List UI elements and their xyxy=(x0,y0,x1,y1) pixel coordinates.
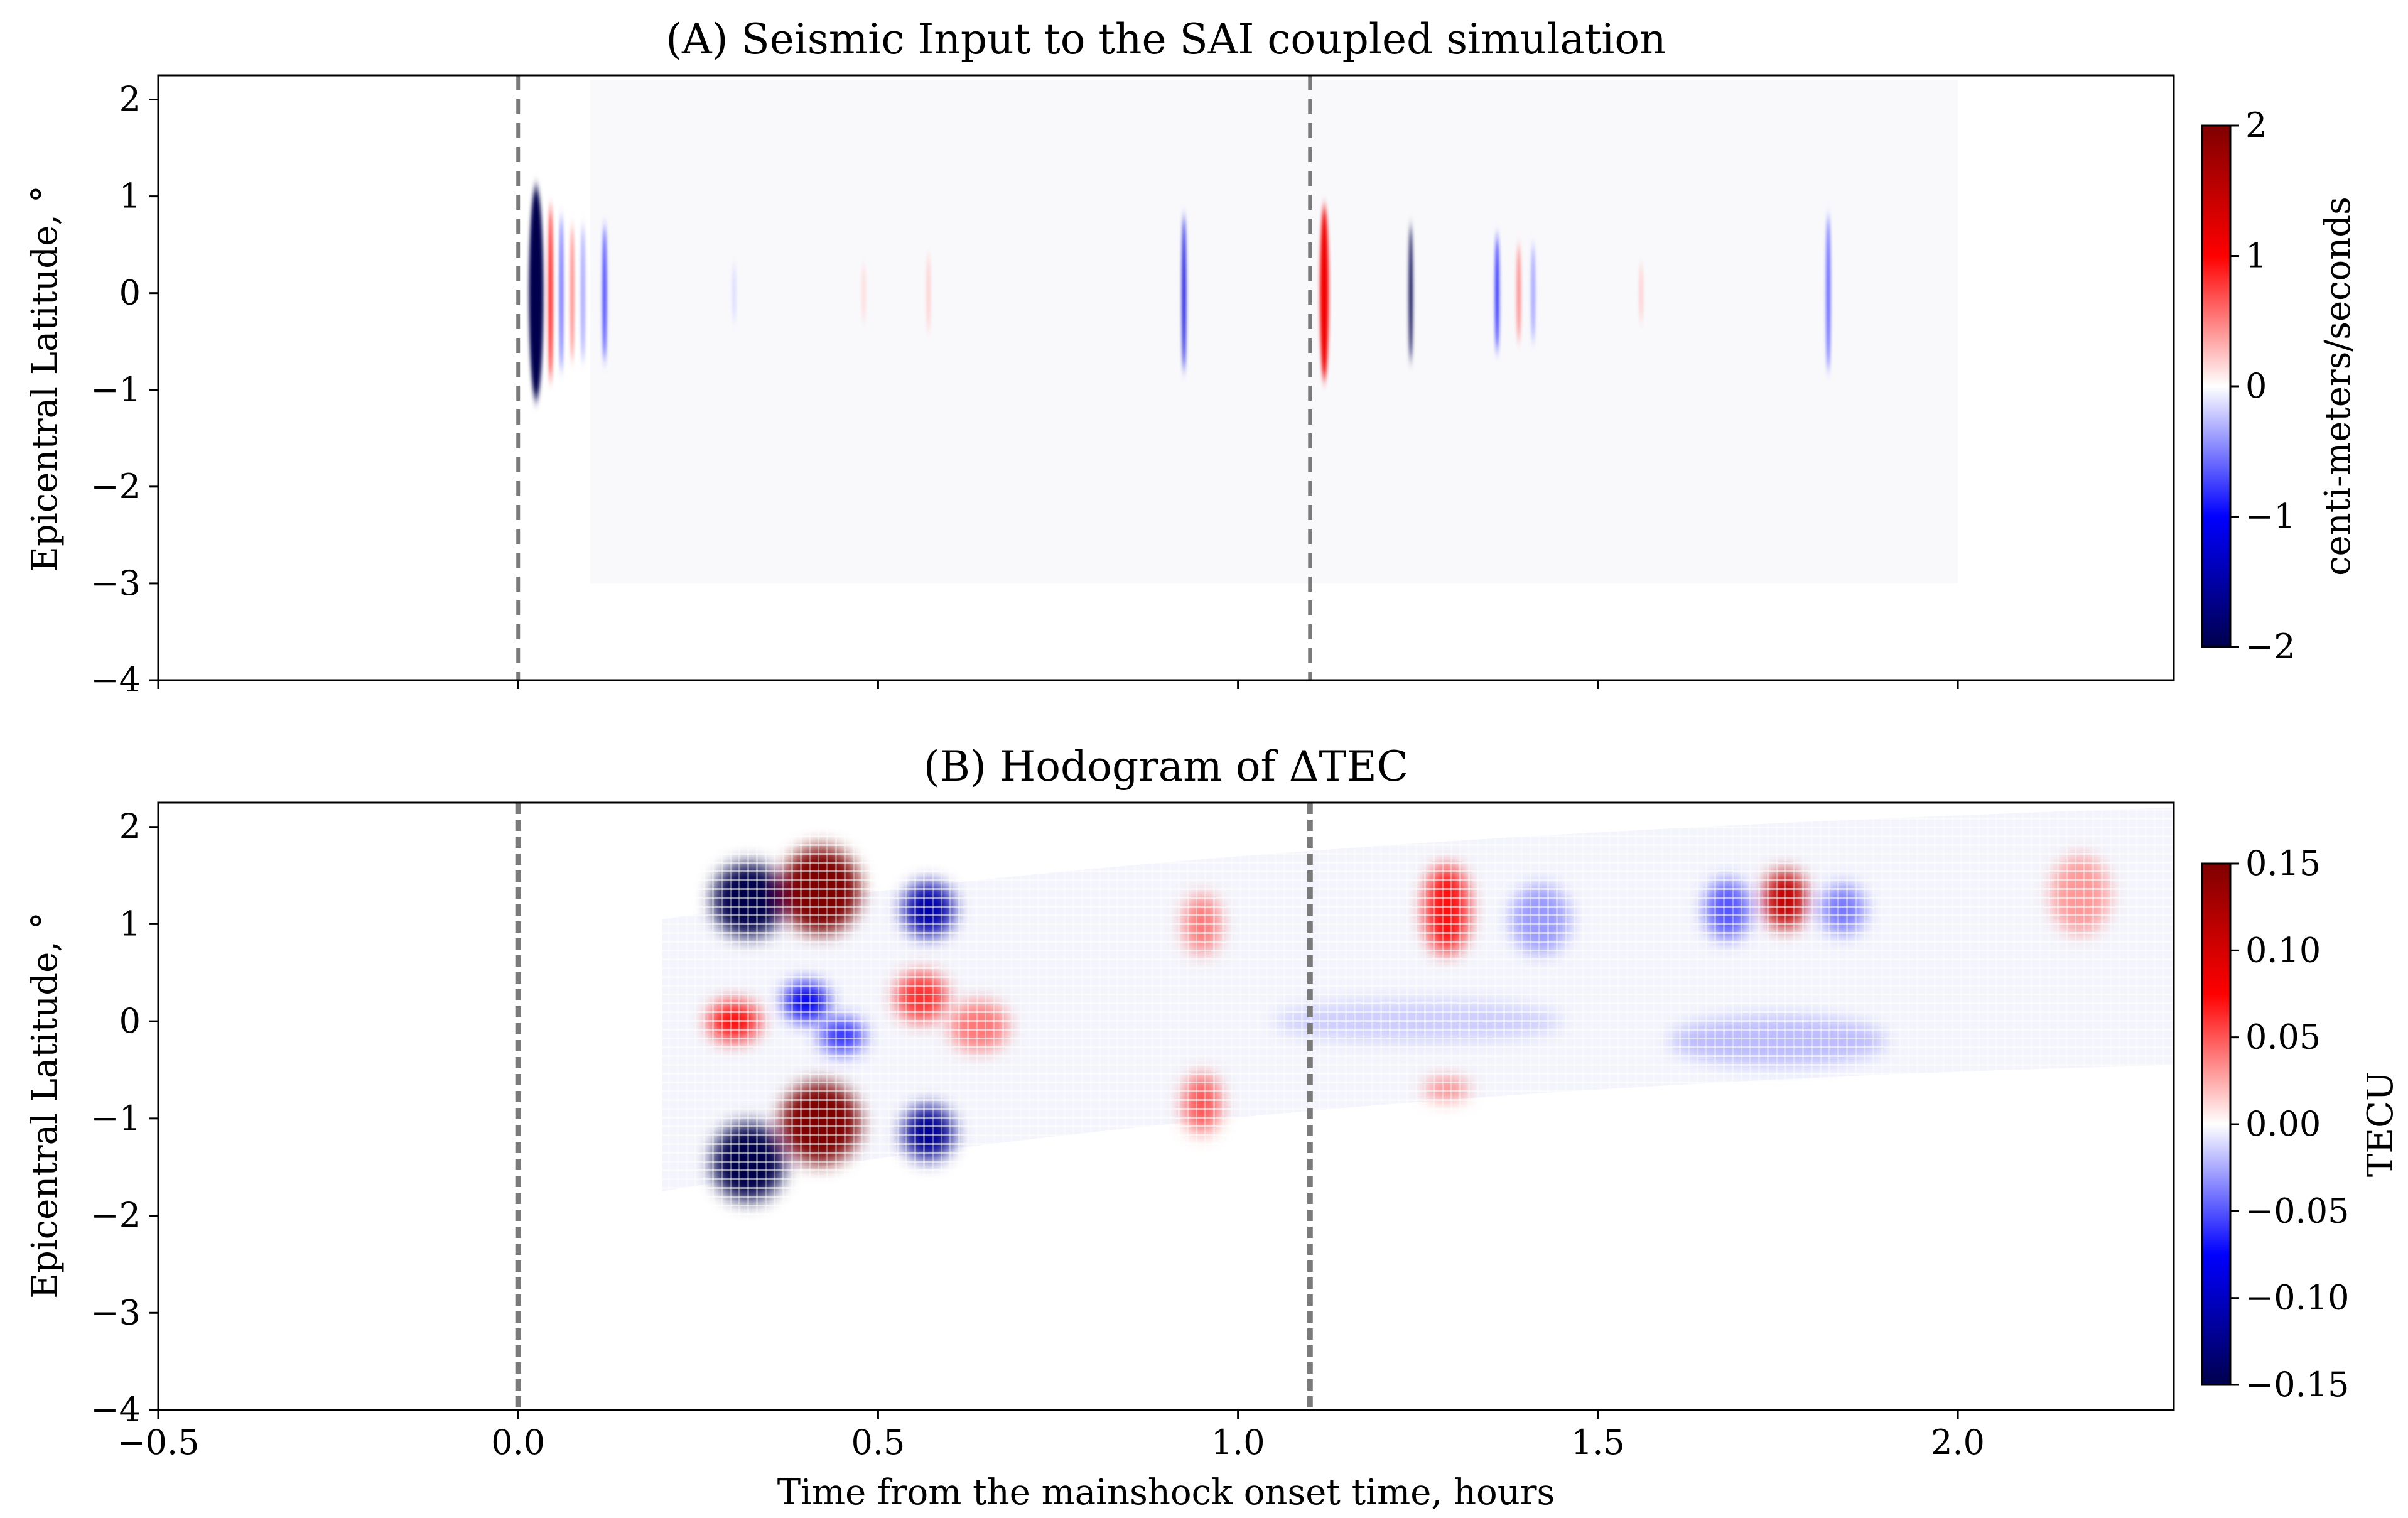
colorbar-tick-label: −1 xyxy=(2245,497,2296,536)
seismic-feature xyxy=(559,215,563,371)
y-tick-label: −1 xyxy=(90,1098,141,1138)
colorbar-tick-label: −0.10 xyxy=(2245,1278,2349,1318)
hodogram-texture xyxy=(662,803,2174,1410)
seismic-feature xyxy=(861,264,866,322)
panel-b-colorbar: 0.15 0.10 0.05 0.00 −0.05 −0.10 −0.15 TECU xyxy=(2201,843,2401,1404)
y-tick-label: −3 xyxy=(90,563,141,603)
panel-b-y-ticks: 2 1 0 −1 −2 −3 −4 xyxy=(90,807,158,1429)
panel-a-markers xyxy=(516,75,1312,680)
panel-a-ylabel: Epicentral Latitude, ° xyxy=(24,185,65,572)
panel-a-plot-area xyxy=(158,75,2174,680)
y-tick-label: 0 xyxy=(119,273,141,313)
y-tick-label: 2 xyxy=(119,80,141,119)
panel-a-axes-frame xyxy=(157,74,2175,681)
seismic-feature xyxy=(1182,215,1186,371)
seismic-feature xyxy=(1320,206,1329,381)
y-tick-label: 1 xyxy=(119,176,141,216)
x-tick-label: 2.0 xyxy=(1931,1423,1985,1462)
waveform-faint-band xyxy=(590,80,1958,583)
y-tick-label: −2 xyxy=(90,467,141,506)
colorbar-tick-label: 0.00 xyxy=(2245,1104,2321,1144)
x-tick-label: 0.5 xyxy=(851,1423,905,1462)
panel-a: (A) Seismic Input to the SAI coupled sim… xyxy=(24,15,2358,700)
panel-b-title: (B) Hodogram of ΔTEC xyxy=(924,742,1408,791)
seismic-feature xyxy=(926,254,931,332)
y-tick-label: −4 xyxy=(90,660,141,700)
panel-b-ylabel: Epicentral Latitude, ° xyxy=(24,912,65,1299)
panel-a-colorbar: 2 1 0 −1 −2 centi-meters/seconds xyxy=(2201,106,2358,666)
colorbar-tick-label: 0.05 xyxy=(2245,1017,2321,1057)
y-tick-label: −4 xyxy=(90,1390,141,1429)
colorbar-tick-label: −0.15 xyxy=(2245,1365,2349,1404)
x-tick-label: 1.0 xyxy=(1211,1423,1265,1462)
x-tick-label: 1.5 xyxy=(1571,1423,1625,1462)
y-tick-label: −2 xyxy=(90,1196,141,1235)
colorbar-tick-label: −2 xyxy=(2245,627,2296,666)
panel-b-xlabel: Time from the mainshock onset time, hour… xyxy=(777,1472,1555,1513)
seismic-features xyxy=(529,187,1830,400)
seismic-feature xyxy=(548,206,553,381)
y-tick-label: 1 xyxy=(119,904,141,943)
panel-a-colorbar-label: centi-meters/seconds xyxy=(2318,197,2358,576)
panel-a-colorbar-gradient xyxy=(2201,124,2232,648)
seismic-feature xyxy=(732,264,737,322)
seismic-feature xyxy=(1531,244,1535,342)
panel-b-plot-area xyxy=(158,803,2174,1410)
colorbar-tick-label: 0.10 xyxy=(2245,930,2321,970)
y-tick-label: 0 xyxy=(119,1001,141,1041)
panel-b: (B) Hodogram of ΔTEC 2 1 0 −1 −2 −3 −4 −0.5 0.0… xyxy=(24,742,2401,1513)
y-tick-label: 2 xyxy=(119,807,141,847)
colorbar-tick-label: −0.05 xyxy=(2245,1191,2349,1230)
seismic-feature xyxy=(581,225,585,361)
seismic-feature xyxy=(529,187,544,400)
y-tick-label: −1 xyxy=(90,370,141,409)
panel-a-colorbar-ticks: 2 1 0 −1 −2 xyxy=(2230,106,2296,666)
y-tick-label: −3 xyxy=(90,1293,141,1332)
colorbar-tick-label: 0 xyxy=(2245,366,2267,406)
colorbar-tick-label: 0.15 xyxy=(2245,843,2321,883)
panel-a-title: (A) Seismic Input to the SAI coupled sim… xyxy=(666,15,1666,63)
colorbar-tick-label: 2 xyxy=(2245,106,2267,145)
panel-b-axes-frame xyxy=(157,801,2175,1411)
seismic-feature xyxy=(602,225,607,361)
panel-a-y-ticks: 2 1 0 −1 −2 −3 −4 xyxy=(90,80,158,700)
x-tick-label: −0.5 xyxy=(117,1423,199,1462)
seismic-feature xyxy=(1516,244,1521,342)
x-tick-label: 0.0 xyxy=(491,1423,545,1462)
seismic-feature xyxy=(1408,225,1413,361)
panel-b-x-ticks: −0.5 0.0 0.5 1.0 1.5 2.0 xyxy=(117,1410,1985,1462)
colorbar-tick-label: 1 xyxy=(2245,236,2267,276)
seismic-feature xyxy=(570,225,575,361)
seismic-feature xyxy=(1826,215,1830,371)
seismic-feature xyxy=(1639,264,1643,322)
panel-a-x-ticks xyxy=(157,680,1959,689)
seismic-feature xyxy=(1495,235,1499,352)
panel-b-colorbar-label: TECU xyxy=(2360,1071,2401,1177)
panel-b-colorbar-gradient xyxy=(2201,862,2232,1386)
panel-b-colorbar-ticks: 0.15 0.10 0.05 0.00 −0.05 −0.10 −0.15 xyxy=(2230,843,2349,1404)
